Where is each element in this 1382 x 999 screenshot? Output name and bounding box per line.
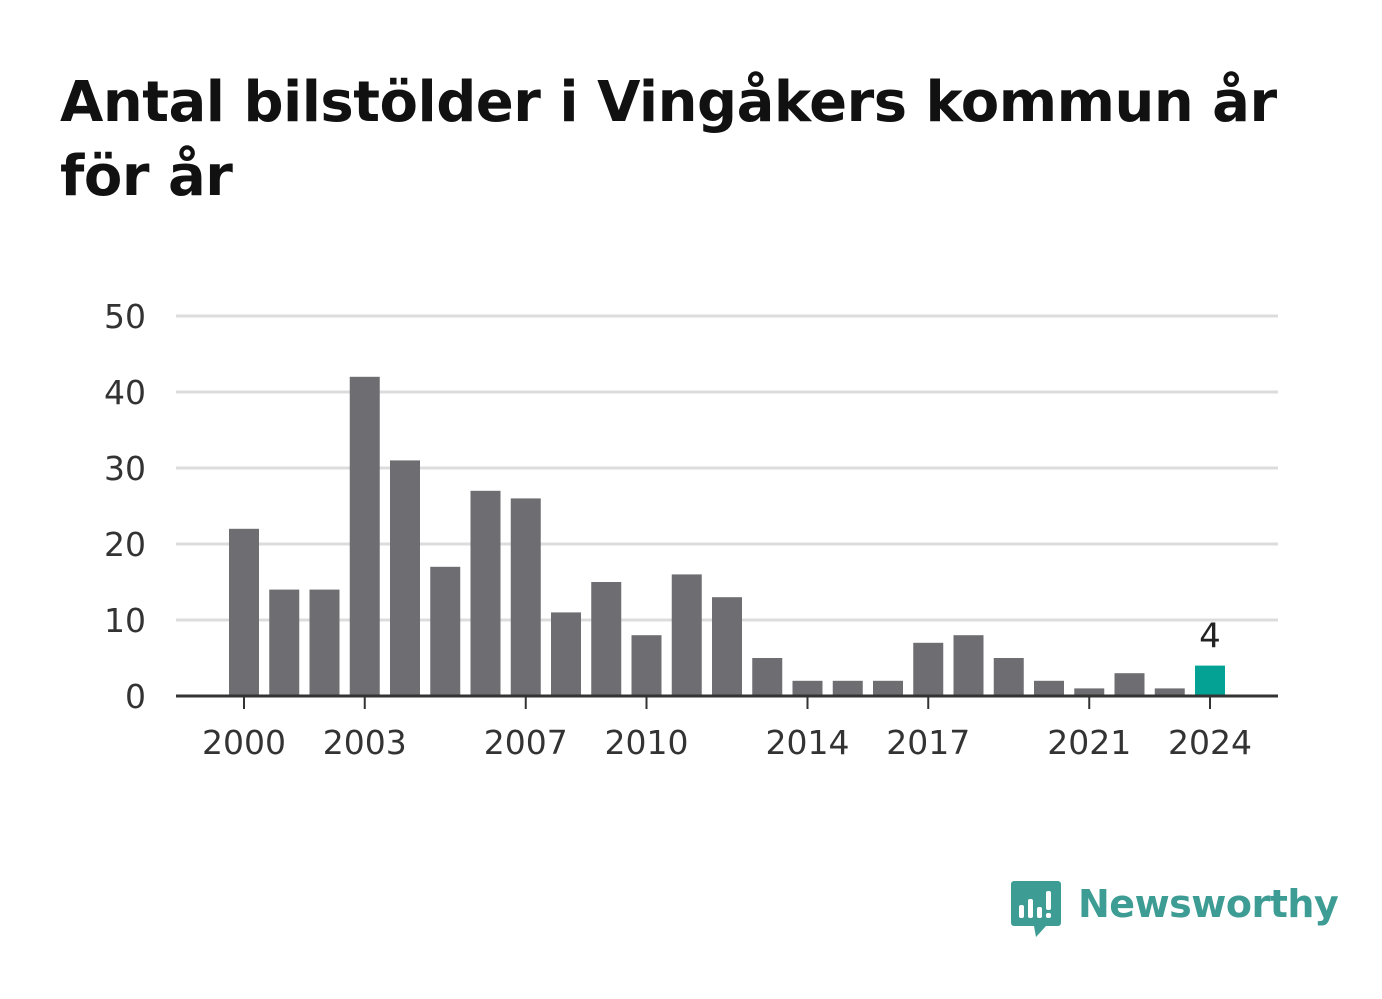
y-tick-label: 10 xyxy=(104,601,146,640)
bar-2022 xyxy=(1114,673,1145,696)
x-tick-label: 2010 xyxy=(605,723,689,762)
newsworthy-logo: Newsworthy xyxy=(1010,878,1339,942)
bar-2004 xyxy=(390,460,420,696)
bar-2001 xyxy=(269,589,300,696)
bar-2011 xyxy=(671,574,702,696)
y-tick-label: 0 xyxy=(125,677,146,716)
bar-2021 xyxy=(1074,688,1105,696)
x-axis-ticks: 2000 2003 2007 2010 2014 2017 2021 2024 xyxy=(202,696,1252,762)
bar-2014 xyxy=(792,680,823,696)
x-tick-label: 2003 xyxy=(323,723,407,762)
bar-2008 xyxy=(551,612,581,696)
bar-2010 xyxy=(631,635,662,696)
bar-2017 xyxy=(913,642,944,696)
x-tick-label: 2014 xyxy=(766,723,850,762)
bar-2018 xyxy=(953,635,984,696)
x-tick-label: 2024 xyxy=(1168,723,1252,762)
y-tick-label: 30 xyxy=(104,449,146,488)
bar-2023 xyxy=(1154,688,1185,696)
bar-2002 xyxy=(309,589,340,696)
bars xyxy=(229,376,1225,696)
bar-2015 xyxy=(832,680,863,696)
y-tick-label: 20 xyxy=(104,525,146,564)
bar-2007 xyxy=(510,498,541,696)
x-tick-label: 2007 xyxy=(484,723,568,762)
x-tick-label: 2000 xyxy=(202,723,286,762)
bar-2000 xyxy=(229,528,259,696)
bar-2013 xyxy=(752,658,783,696)
bar-2003 xyxy=(349,376,380,696)
data-labels: 4 xyxy=(1199,617,1221,657)
y-tick-label: 40 xyxy=(104,373,146,412)
bar-2020 xyxy=(1034,680,1064,696)
bar-2019 xyxy=(993,658,1024,696)
bar-2006 xyxy=(470,490,501,696)
chart-title: Antal bilstölder i Vingåkers kommun år f… xyxy=(60,70,1277,209)
x-tick-label: 2017 xyxy=(886,723,970,762)
data-label-2024: 4 xyxy=(1199,617,1221,657)
x-tick-label: 2021 xyxy=(1047,723,1131,762)
bar-2005 xyxy=(430,566,461,696)
y-tick-label: 50 xyxy=(104,297,146,336)
y-axis-ticks: 0 10 20 30 40 50 xyxy=(104,297,146,716)
bar-2009 xyxy=(591,582,622,696)
bar-2024 xyxy=(1195,665,1225,696)
newsworthy-logo-icon xyxy=(1011,881,1061,937)
bar-2016 xyxy=(873,680,903,696)
brand-name: Newsworthy xyxy=(1078,882,1339,926)
gridlines xyxy=(176,314,1278,622)
bar-2012 xyxy=(712,597,742,696)
